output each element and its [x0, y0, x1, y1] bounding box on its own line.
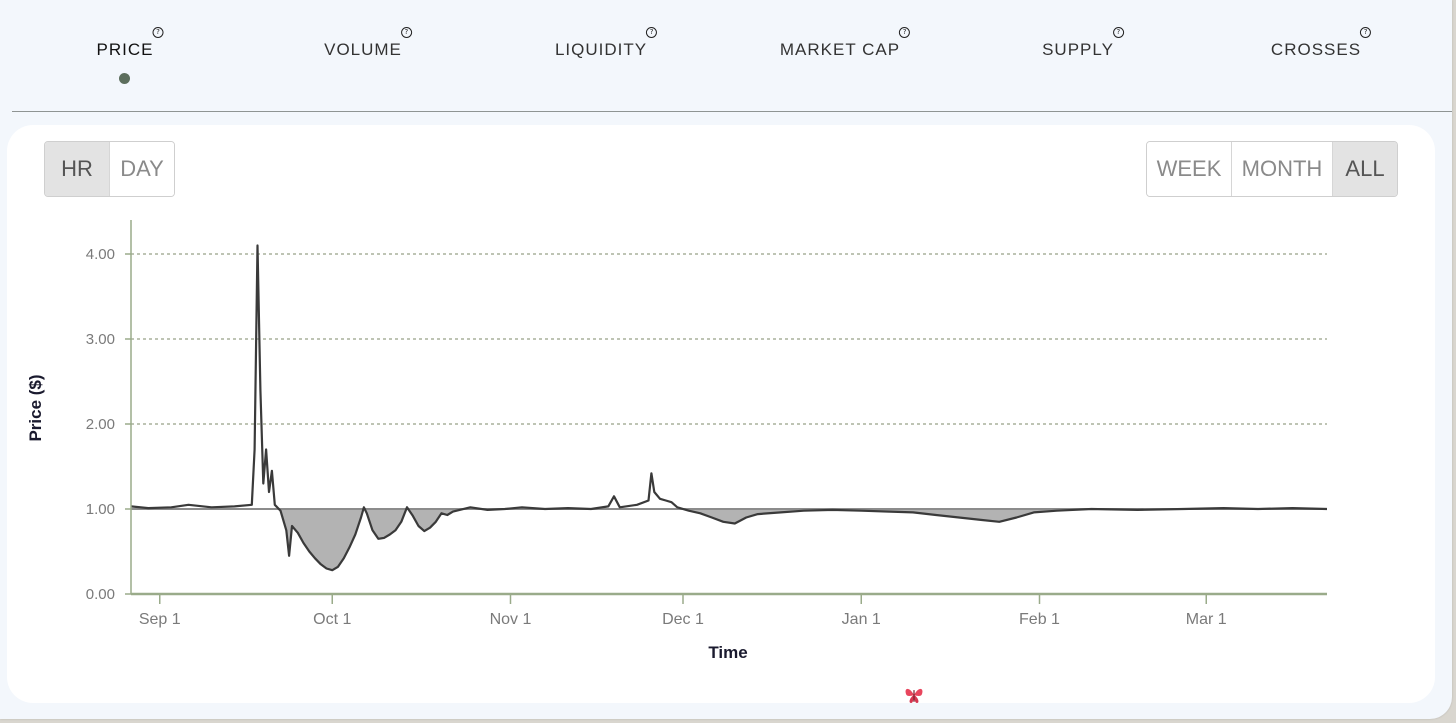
x-tick-label: Oct 1 — [313, 611, 351, 628]
granularity-toggle: HR DAY — [44, 141, 175, 197]
help-icon[interactable]: ? — [400, 27, 412, 38]
active-tab-indicator — [119, 73, 130, 84]
tab-volume[interactable]: VOLUME ? — [324, 27, 412, 60]
tab-market-cap[interactable]: MARKET CAP ? — [779, 27, 911, 60]
x-tick-label: Dec 1 — [662, 611, 704, 628]
chart-card — [7, 125, 1435, 703]
tab-crosses-label: CROSSES — [1270, 40, 1362, 59]
hr-button[interactable]: HR — [45, 142, 109, 196]
help-icon[interactable]: ? — [1112, 27, 1124, 38]
y-tick-label: 3.00 — [86, 331, 115, 348]
metric-tabs: PRICE ? VOLUME ? LIQUIDITY ? MARKET CAP … — [0, 0, 1452, 112]
tab-liquidity[interactable]: LIQUIDITY ? — [554, 27, 658, 60]
day-button[interactable]: DAY — [109, 142, 174, 196]
y-tick-label: 1.00 — [86, 501, 115, 518]
all-button[interactable]: ALL — [1332, 142, 1397, 196]
tab-liquidity-label: LIQUIDITY — [554, 40, 648, 59]
price-series-line — [130, 244, 1328, 572]
butterfly-icon — [905, 688, 923, 703]
tab-price[interactable]: PRICE ? — [96, 27, 164, 60]
tabs-divider — [12, 111, 1452, 112]
y-tick-label: 0.00 — [86, 586, 115, 603]
tab-market-cap-label: MARKET CAP — [779, 40, 901, 59]
help-icon[interactable]: ? — [1360, 27, 1372, 38]
range-toggle: WEEK MONTH ALL — [1146, 141, 1398, 197]
tab-volume-label: VOLUME — [324, 40, 402, 59]
x-tick-label: Feb 1 — [1019, 611, 1060, 628]
tab-supply[interactable]: SUPPLY ? — [1042, 27, 1124, 60]
help-icon[interactable]: ? — [646, 27, 658, 38]
help-icon[interactable]: ? — [152, 27, 164, 38]
tab-supply-label: SUPPLY — [1042, 40, 1114, 59]
y-tick-label: 2.00 — [86, 416, 115, 433]
y-tick-label: 4.00 — [86, 246, 115, 263]
tab-price-label: PRICE — [96, 40, 154, 59]
help-icon[interactable]: ? — [899, 27, 911, 38]
x-tick-label: Nov 1 — [490, 611, 532, 628]
month-button[interactable]: MONTH — [1231, 142, 1332, 196]
y-axis-title: Price ($) — [26, 374, 45, 441]
x-tick-label: Mar 1 — [1186, 611, 1227, 628]
week-button[interactable]: WEEK — [1147, 142, 1231, 196]
x-tick-label: Sep 1 — [139, 611, 181, 628]
x-axis-title: Time — [708, 643, 747, 662]
below-baseline-area — [131, 509, 1327, 571]
tab-crosses[interactable]: CROSSES ? — [1270, 27, 1372, 60]
x-tick-label: Jan 1 — [842, 611, 881, 628]
